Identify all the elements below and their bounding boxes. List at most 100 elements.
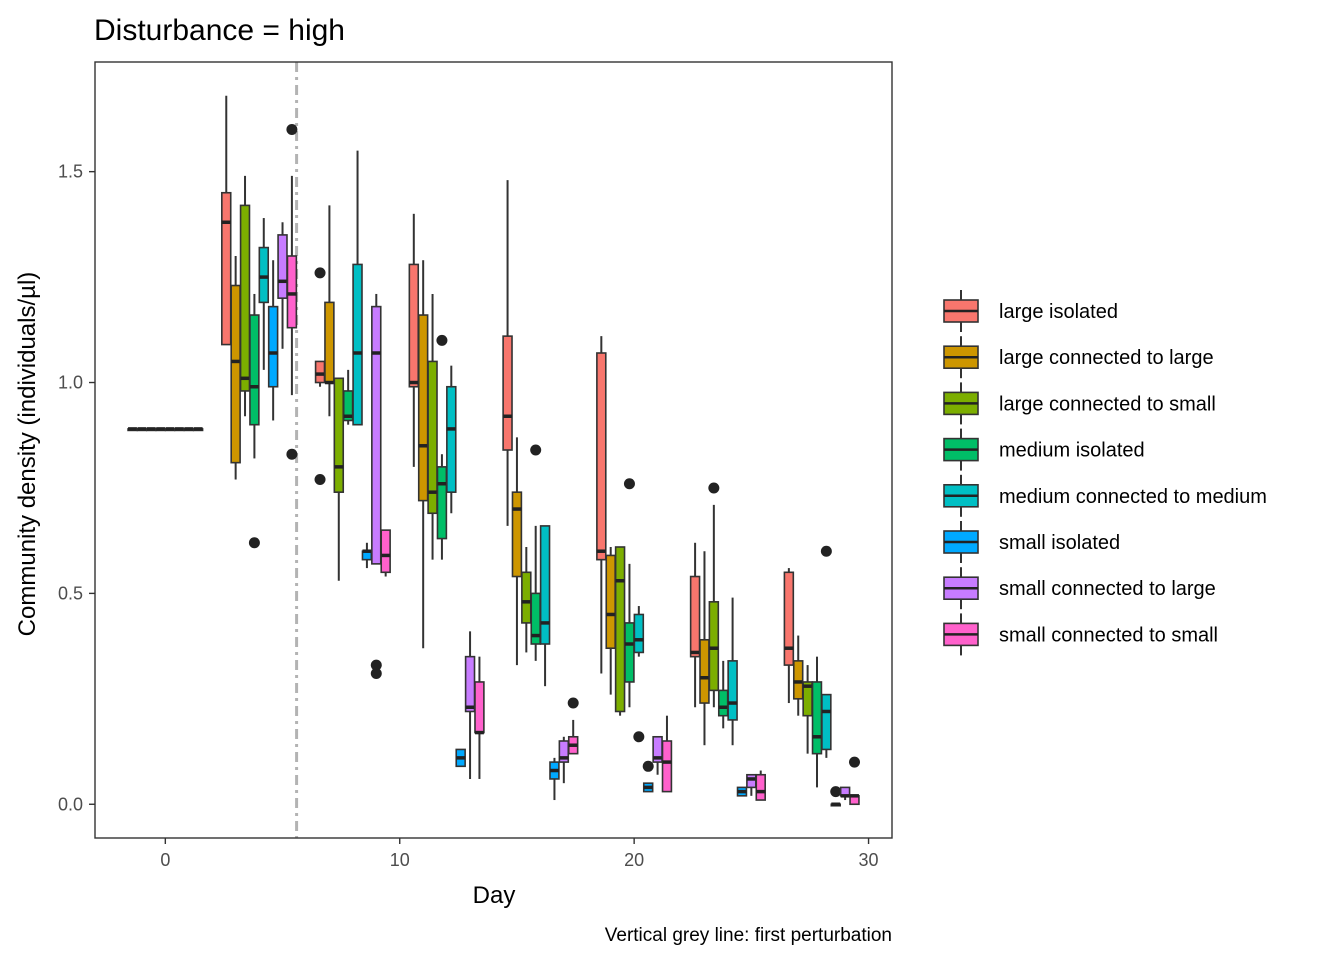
legend-label: large connected to small — [999, 393, 1216, 415]
x-tick-label: 20 — [624, 850, 644, 870]
box-small-isolated-day-28 — [830, 786, 842, 807]
outlier-point — [286, 448, 298, 460]
box-large-connected-to-large-day-4 — [230, 256, 241, 480]
box-small-connected-to-large-day-24 — [746, 773, 757, 796]
outlier-point — [314, 267, 326, 279]
box-medium-isolated-day-8 — [342, 369, 354, 425]
box-large-connected-to-small-day-0 — [146, 427, 157, 432]
box-body — [792, 660, 804, 700]
legend-label: medium isolated — [999, 440, 1145, 462]
box-small-connected-to-small-day-24 — [755, 770, 766, 801]
legend-item: large isolated — [943, 290, 1118, 332]
box-body — [708, 601, 720, 692]
box-body — [417, 314, 429, 502]
box-large-connected-to-small-day-28 — [802, 665, 813, 754]
box-small-connected-to-small-day-4 — [286, 123, 298, 460]
box-large-connected-to-large-day-12 — [417, 260, 429, 649]
outlier-point — [530, 444, 542, 456]
box-body — [717, 689, 729, 717]
box-body — [821, 693, 832, 751]
outlier-point — [820, 545, 832, 557]
box-body — [633, 613, 645, 654]
box-large-isolated-day-20 — [596, 336, 607, 674]
legend-label: large connected to large — [999, 347, 1214, 369]
box-body — [689, 575, 701, 658]
box-large-connected-to-small-day-8 — [333, 377, 345, 581]
outlier-point — [708, 482, 720, 494]
box-body — [267, 305, 279, 388]
box-small-connected-to-small-day-8 — [380, 529, 391, 577]
y-tick-label: 1.0 — [58, 373, 83, 393]
box-large-connected-to-large-day-16 — [511, 437, 523, 666]
box-body — [258, 246, 270, 304]
box-medium-isolated-day-24 — [717, 660, 729, 729]
box-small-connected-to-large-day-12 — [464, 631, 476, 779]
box-small-connected-to-large-day-0 — [183, 427, 195, 432]
box-large-connected-to-small-day-12 — [427, 293, 438, 560]
box-body — [511, 491, 523, 578]
box-body — [811, 681, 823, 755]
box-medium-connected-to-medium-day-16 — [539, 525, 551, 687]
box-body — [783, 571, 795, 666]
box-medium-connected-to-medium-day-12 — [446, 365, 457, 514]
box-body — [746, 773, 757, 789]
box-body — [755, 773, 766, 801]
box-body — [380, 529, 391, 574]
chart-title: Disturbance = high — [94, 14, 345, 47]
box-body — [539, 525, 551, 645]
legend-label: small connected to large — [999, 578, 1216, 600]
outlier-point — [642, 760, 654, 772]
box-large-connected-to-large-day-0 — [136, 427, 148, 432]
y-tick-label: 0.0 — [58, 794, 83, 814]
x-axis-label: Day — [473, 882, 516, 909]
box-large-connected-to-large-day-28 — [792, 635, 804, 716]
box-small-connected-to-small-day-28 — [848, 756, 860, 806]
box-small-connected-to-small-day-0 — [192, 427, 204, 432]
legend-item: large connected to large — [943, 336, 1214, 379]
box-small-isolated-day-24 — [736, 786, 748, 797]
legend-item: medium isolated — [943, 428, 1145, 471]
y-tick-label: 0.5 — [58, 583, 83, 603]
box-medium-isolated-day-12 — [436, 334, 448, 560]
outlier-point — [370, 659, 382, 671]
outlier-point — [830, 786, 842, 798]
legend-item: small connected to large — [943, 567, 1216, 610]
box-body — [605, 554, 616, 650]
box-large-connected-to-small-day-24 — [708, 482, 720, 708]
legend-label: small isolated — [999, 532, 1120, 554]
box-body — [314, 360, 326, 384]
box-body — [286, 255, 298, 329]
box-body — [427, 360, 438, 515]
box-body — [352, 263, 363, 426]
box-body — [474, 681, 485, 734]
chart-caption: Vertical grey line: first perturbation — [605, 925, 892, 946]
box-large-connected-to-large-day-20 — [605, 547, 616, 695]
outlier-point — [567, 697, 579, 709]
box-medium-isolated-day-28 — [811, 656, 823, 788]
box-large-connected-to-large-day-8 — [324, 205, 335, 417]
box-large-isolated-day-28 — [783, 568, 795, 704]
legend-item: medium connected to medium — [943, 474, 1267, 517]
box-body — [502, 335, 513, 451]
panel-border — [94, 61, 893, 839]
box-small-connected-to-large-day-4 — [277, 222, 288, 349]
x-tick-label: 10 — [390, 850, 410, 870]
box-medium-connected-to-medium-day-28 — [820, 545, 832, 758]
box-medium-connected-to-medium-day-8 — [352, 150, 363, 426]
box-body — [446, 385, 457, 493]
y-tick-label: 1.5 — [58, 162, 83, 182]
box-large-isolated-day-16 — [502, 180, 513, 526]
box-large-isolated-day-8 — [314, 267, 326, 486]
box-large-isolated-day-12 — [408, 213, 420, 467]
box-body — [624, 622, 635, 683]
box-medium-isolated-day-4 — [248, 293, 260, 549]
box-large-isolated-day-0 — [127, 427, 138, 432]
outlier-point — [633, 731, 645, 743]
box-medium-isolated-day-20 — [623, 478, 635, 708]
box-small-isolated-day-20 — [642, 760, 654, 793]
box-medium-connected-to-medium-day-0 — [164, 427, 176, 432]
box-body — [408, 263, 420, 388]
box-small-connected-to-small-day-20 — [661, 715, 673, 793]
outlier-point — [370, 668, 382, 680]
box-small-isolated-day-8 — [361, 542, 373, 569]
